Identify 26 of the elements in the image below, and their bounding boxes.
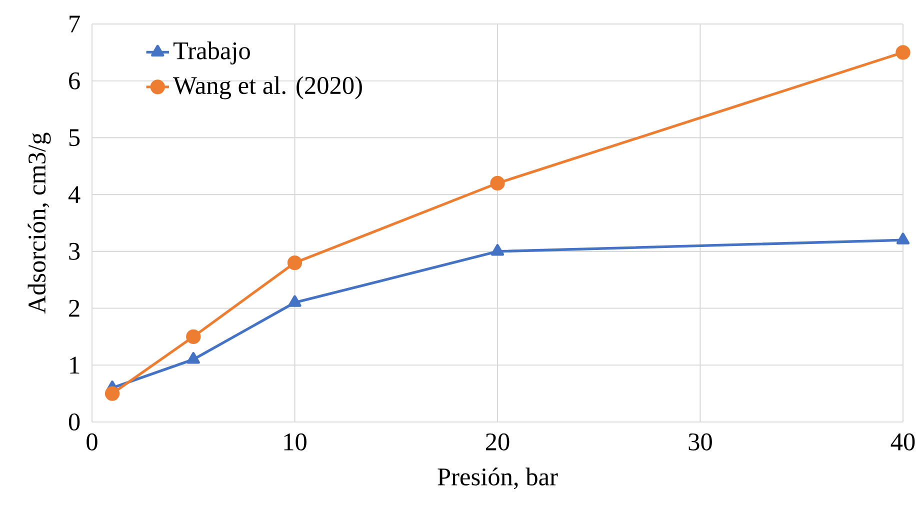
x-tick-label: 0 bbox=[86, 433, 98, 450]
x-tick-label: 20 bbox=[486, 433, 510, 450]
y-tick-label: 3 bbox=[69, 242, 80, 260]
point bbox=[896, 232, 910, 244]
point bbox=[104, 386, 120, 401]
point bbox=[186, 329, 201, 344]
y-tick-label: 2 bbox=[69, 300, 80, 317]
y-tick-label: 1 bbox=[70, 356, 80, 374]
legend-label: Trabajo bbox=[173, 42, 250, 65]
point bbox=[490, 244, 504, 256]
point bbox=[896, 45, 910, 60]
legend-label: Wang et al. (2020) bbox=[173, 76, 362, 100]
point bbox=[490, 176, 505, 191]
y-tick-label: 5 bbox=[69, 129, 80, 146]
x-tick-label: 10 bbox=[284, 433, 306, 450]
point bbox=[287, 255, 302, 270]
point bbox=[186, 352, 200, 364]
x-tick-label: 30 bbox=[688, 433, 712, 450]
x-axis-title: Presión, bar bbox=[438, 468, 558, 490]
y-axis-title: Adsorción, cm3/g bbox=[28, 132, 51, 314]
y-tick-label: 0 bbox=[68, 413, 80, 431]
point bbox=[288, 295, 302, 307]
x-tick-label: 40 bbox=[890, 433, 915, 450]
y-tick-label: 4 bbox=[68, 186, 80, 203]
y-tick-label: 7 bbox=[70, 16, 80, 32]
y-tick-label: 6 bbox=[69, 72, 80, 90]
